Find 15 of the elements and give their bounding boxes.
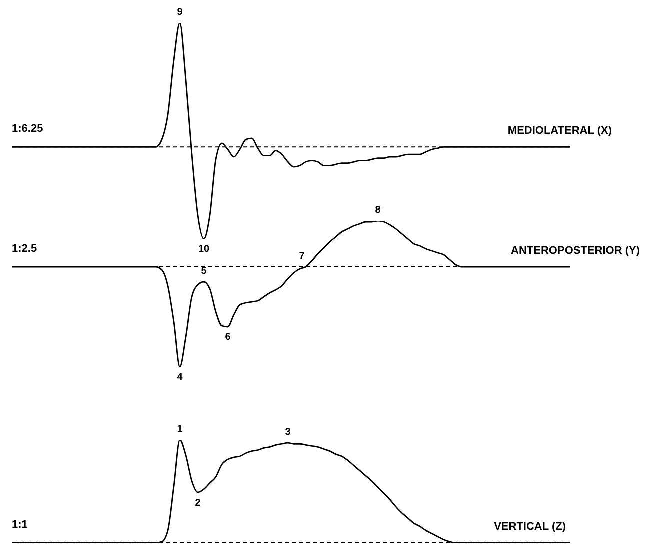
annotation: 1 [176, 424, 184, 435]
annotation: 7 [298, 251, 306, 262]
annotation: 10 [197, 244, 211, 255]
y-axis-title: 1:1 [12, 519, 28, 531]
y-axis-title: 1:2.5 [12, 243, 38, 255]
annotation: 8 [374, 205, 382, 216]
annotation: 9 [176, 7, 184, 18]
annotation: 4 [176, 372, 184, 383]
annotation: 6 [224, 332, 232, 343]
y-axis-title: 1:6.25 [12, 123, 44, 136]
text: VERTICAL (Z) [494, 521, 566, 533]
text: ANTEROPOSTERIOR (Y) [511, 245, 640, 257]
text: MEDIOLATERAL (X) [508, 125, 612, 138]
annotation: 3 [284, 427, 292, 438]
annotation: 2 [194, 498, 202, 509]
